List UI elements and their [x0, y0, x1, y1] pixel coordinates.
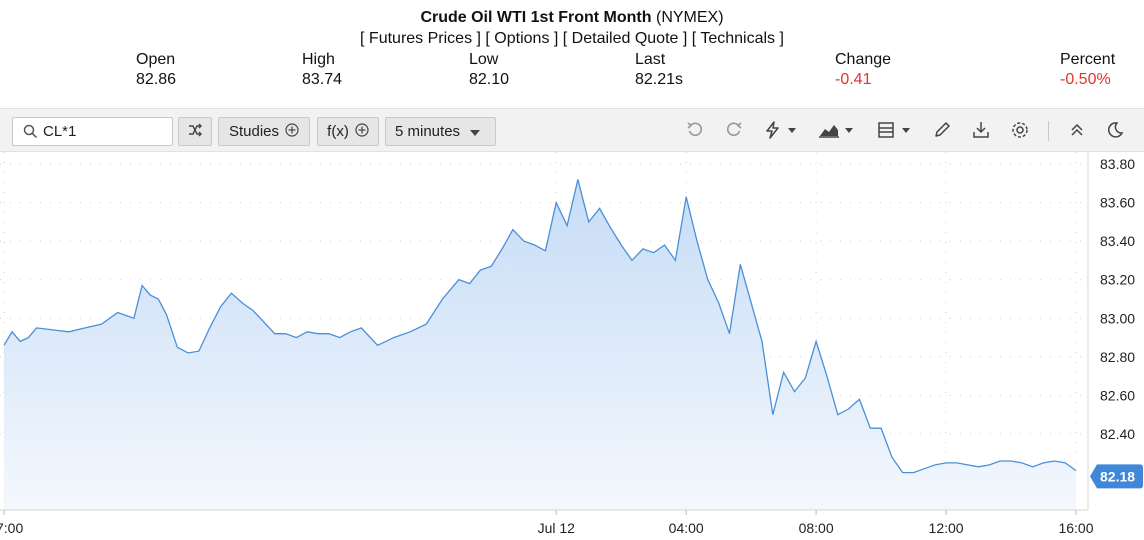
undo-icon	[685, 120, 705, 145]
interval-select[interactable]: 5 minutes	[385, 117, 496, 146]
exchange-name: (NYMEX)	[655, 9, 724, 26]
caret-down-icon	[470, 123, 481, 140]
y-tick-label: 82.80	[1100, 349, 1135, 365]
draw-button[interactable]	[930, 121, 954, 143]
instrument-name: Crude Oil WTI 1st Front Month	[420, 9, 652, 26]
interval-label: 5 minutes	[395, 123, 461, 140]
y-tick-label: 83.60	[1100, 195, 1135, 211]
x-tick-label: 08:00	[799, 520, 834, 536]
functions-label: f(x)	[327, 123, 349, 140]
symbol-search[interactable]	[12, 117, 173, 146]
y-tick-label: 82.40	[1100, 426, 1135, 442]
x-tick-label: 12:00	[929, 520, 964, 536]
x-tick-label: 16:00	[1058, 520, 1093, 536]
functions-button[interactable]: f(x)	[317, 117, 379, 146]
redo-button[interactable]	[722, 121, 746, 143]
undo-button[interactable]	[683, 121, 707, 143]
stat-change-value: -0.41	[835, 71, 872, 88]
symbol-input[interactable]	[43, 121, 168, 142]
technicals-link[interactable]: [ Technicals ]	[691, 30, 784, 47]
stat-high: High 83.74	[302, 50, 342, 90]
y-tick-label: 83.20	[1100, 272, 1135, 288]
stat-last: Last 82.21s	[635, 50, 683, 90]
plus-circle-icon	[285, 122, 299, 141]
stat-low-value: 82.10	[469, 71, 510, 88]
quote-links: [ Futures Prices ] [ Options ] [ Detaile…	[0, 30, 1144, 48]
studies-button[interactable]: Studies	[218, 117, 310, 146]
price-area	[4, 179, 1076, 510]
stat-high-value: 83.74	[302, 71, 343, 88]
detailed-quote-link[interactable]: [ Detailed Quote ]	[562, 30, 688, 47]
options-link[interactable]: [ Options ]	[485, 30, 559, 47]
stat-open-value: 82.86	[136, 71, 177, 88]
stat-last-value: 82.21s	[635, 71, 684, 88]
settings-button[interactable]	[1008, 121, 1032, 143]
x-axis: 7:00 Jul 12 04:00 08:00 12:00 16:00	[0, 510, 1094, 536]
double-chevron-up-icon	[1069, 122, 1085, 143]
shuffle-button[interactable]	[178, 117, 212, 146]
chart-type-button[interactable]	[818, 121, 858, 143]
lightning-icon	[763, 120, 799, 145]
stat-percent: Percent -0.50%	[1060, 50, 1115, 90]
y-axis: 83.80 83.60 83.40 83.20 83.00 82.80 82.60 82.40	[1100, 156, 1135, 442]
y-tick-label: 83.00	[1100, 310, 1135, 326]
y-tick-label: 83.40	[1100, 233, 1135, 249]
gear-icon	[1010, 120, 1030, 145]
chart-title: Crude Oil WTI 1st Front Month (NYMEX)	[0, 9, 1144, 27]
price-chart[interactable]: 83.80 83.60 83.40 83.20 83.00 82.80 82.60 82.40…	[0, 152, 1144, 540]
futures-prices-link[interactable]: [ Futures Prices ]	[360, 30, 481, 47]
x-tick-label: 04:00	[669, 520, 704, 536]
stat-change: Change -0.41	[835, 50, 891, 90]
redo-icon	[724, 120, 744, 145]
download-button[interactable]	[969, 121, 993, 143]
stat-change-label: Change	[835, 51, 892, 68]
x-tick-label: 7:00	[0, 520, 23, 536]
flash-menu-button[interactable]	[762, 120, 800, 145]
layout-menu-button[interactable]	[876, 121, 916, 143]
stat-high-label: High	[302, 51, 335, 68]
download-icon	[971, 120, 991, 145]
stat-percent-value: -0.50%	[1060, 71, 1111, 88]
layout-icon	[876, 120, 916, 145]
y-tick-label: 82.60	[1100, 387, 1135, 403]
stat-last-label: Last	[635, 51, 666, 68]
x-tick-label: Jul 12	[538, 520, 576, 536]
stat-open: Open 82.86	[136, 50, 176, 90]
dark-mode-button[interactable]	[1103, 121, 1127, 143]
stat-low: Low 82.10	[469, 50, 509, 90]
moon-icon	[1105, 120, 1125, 145]
studies-label: Studies	[228, 123, 280, 140]
pencil-icon	[932, 120, 952, 145]
last-price-label: 82.18	[1100, 468, 1135, 484]
stat-percent-label: Percent	[1060, 51, 1116, 68]
last-price-badge: 82.18	[1090, 464, 1143, 489]
shuffle-icon	[187, 122, 203, 142]
stat-open-label: Open	[136, 51, 176, 68]
price-line	[3, 179, 1077, 474]
collapse-button[interactable]	[1065, 121, 1089, 143]
search-icon	[23, 124, 38, 144]
plus-circle-icon	[355, 122, 369, 141]
toolbar-divider	[1048, 121, 1049, 141]
y-tick-label: 83.80	[1100, 156, 1135, 172]
area-chart-icon	[818, 120, 858, 145]
chart-toolbar: Studies f(x) 5 minutes	[0, 108, 1144, 152]
stat-low-label: Low	[469, 51, 499, 68]
